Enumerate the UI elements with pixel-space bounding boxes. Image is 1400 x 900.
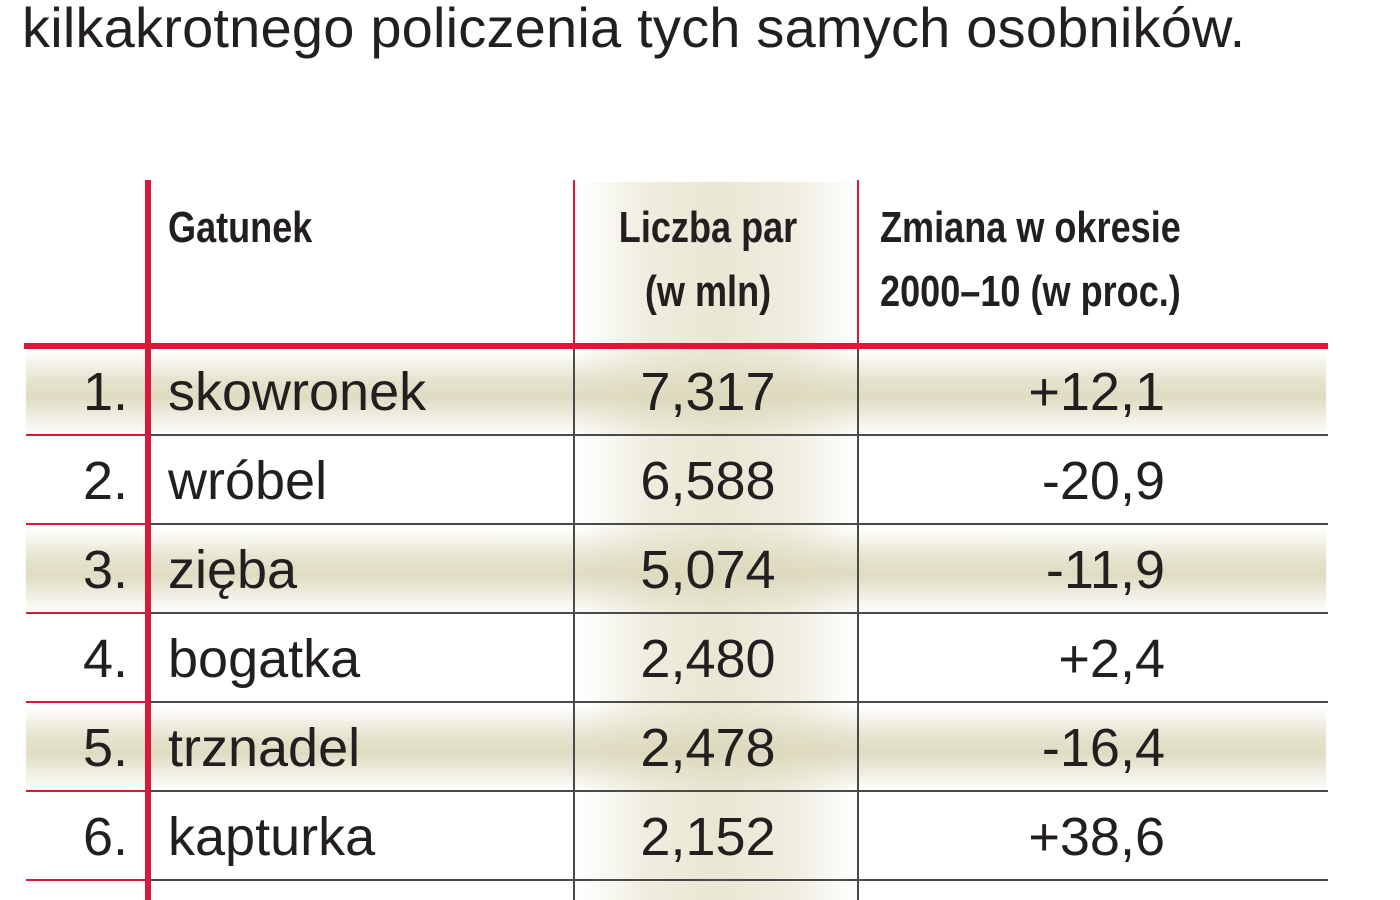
body-divider-change (857, 348, 859, 900)
row-rule (150, 434, 1328, 436)
row-rank: 1. (82, 362, 128, 422)
row-pairs: 2,478 (640, 718, 776, 778)
row-pairs: 5,074 (640, 540, 776, 600)
row-pairs: 2,480 (640, 629, 776, 689)
row-rule (150, 879, 1328, 881)
row-rule (150, 790, 1328, 792)
row-rule (150, 523, 1328, 525)
header-divider-pairs (573, 180, 575, 348)
row-rule (26, 879, 150, 881)
row-rule (26, 790, 150, 792)
row-species: bogatka (168, 629, 361, 689)
row-rule (26, 701, 150, 703)
header-pairs-line1: Liczba par (618, 203, 798, 252)
header-change-line1: Zmiana w okresie (880, 203, 1181, 252)
row-species: wróbel (168, 451, 328, 511)
row-rank: 2. (82, 451, 128, 511)
intro-text: kilkakrotnego policzenia tych samych oso… (22, 0, 1246, 59)
row-rule (26, 612, 150, 614)
row-pairs: 2,152 (640, 807, 776, 867)
row-change: +38,6 (1028, 807, 1165, 867)
row-rank: 5. (82, 718, 128, 778)
row-rule (150, 701, 1328, 703)
row-species: zięba (168, 540, 298, 600)
header-rule (24, 343, 1328, 349)
row-species: trznadel (168, 718, 361, 778)
row-rule (150, 612, 1328, 614)
body-divider-pairs (573, 348, 575, 900)
row-change: +12,1 (1028, 362, 1165, 422)
row-change: +2,4 (1058, 629, 1165, 689)
row-shading-5 (26, 706, 1326, 792)
header-species: Gatunek (168, 203, 313, 252)
row-rank: 6. (82, 807, 128, 867)
row-change: -20,9 (1041, 451, 1165, 511)
row-pairs: 7,317 (640, 362, 776, 422)
row-species: kapturka (168, 807, 376, 867)
rank-column-divider (145, 180, 151, 900)
row-pairs: 6,588 (640, 451, 776, 511)
row-change: -11,9 (1045, 540, 1165, 600)
header-change-line2: 2000–10 (w proc.) (880, 267, 1181, 316)
row-rule (26, 434, 150, 436)
header-pairs-line2: (w mln) (644, 267, 772, 316)
row-change: -16,4 (1041, 718, 1165, 778)
row-shading-1 (26, 350, 1326, 436)
row-shading-3 (26, 528, 1326, 614)
header-divider-change (857, 180, 859, 348)
row-rank: 4. (82, 629, 128, 689)
row-species: skowronek (168, 362, 427, 422)
row-rank: 3. (82, 540, 128, 600)
row-rule (26, 523, 150, 525)
